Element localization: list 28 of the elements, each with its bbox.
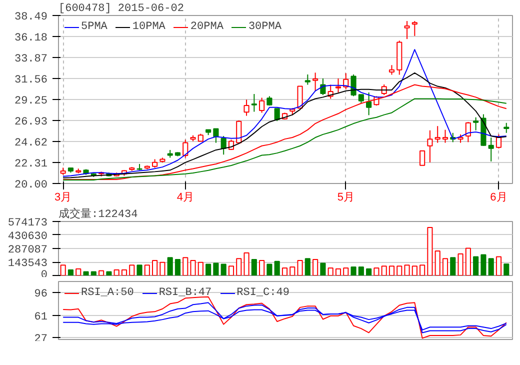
x-tick-label: 4月: [176, 192, 194, 204]
chart-title: 成交量:122434: [58, 207, 138, 221]
legend-label: RSI_A:50: [81, 287, 134, 299]
y-tick-label: 33.87: [14, 53, 48, 66]
chart-title: [600478] 2015-06-02: [58, 3, 184, 15]
y-tick-label: 31.56: [14, 74, 48, 86]
y-tick-label: 287087: [8, 244, 48, 256]
x-tick-label: 3月: [54, 192, 72, 204]
y-tick-label: 24.62: [14, 138, 48, 150]
x-tick-label: 5月: [337, 192, 354, 204]
y-tick-label: 22.31: [14, 158, 48, 171]
legend-label: 5PMA: [81, 21, 108, 33]
y-tick-label: 96: [34, 288, 48, 301]
y-tick-label: 36.18: [14, 32, 48, 44]
legend-label: RSI_B:47: [158, 287, 212, 299]
legend-label: 30PMA: [248, 21, 282, 33]
x-tick-label: 6月: [490, 192, 508, 204]
y-tick-label: 574173: [8, 218, 48, 230]
legend-label: 10PMA: [132, 21, 166, 33]
y-tick-label: 143543: [8, 258, 48, 270]
y-tick-label: 20.00: [14, 180, 48, 192]
y-tick-label: 26.93: [14, 116, 48, 129]
legend-label: RSI_C:49: [236, 287, 290, 299]
y-tick-label: 430630: [8, 231, 48, 243]
legend-label: 20PMA: [190, 21, 224, 33]
y-tick-label: 61: [34, 311, 48, 324]
y-tick-label: 38.49: [14, 12, 48, 24]
y-tick-label: 29.25: [14, 95, 48, 108]
